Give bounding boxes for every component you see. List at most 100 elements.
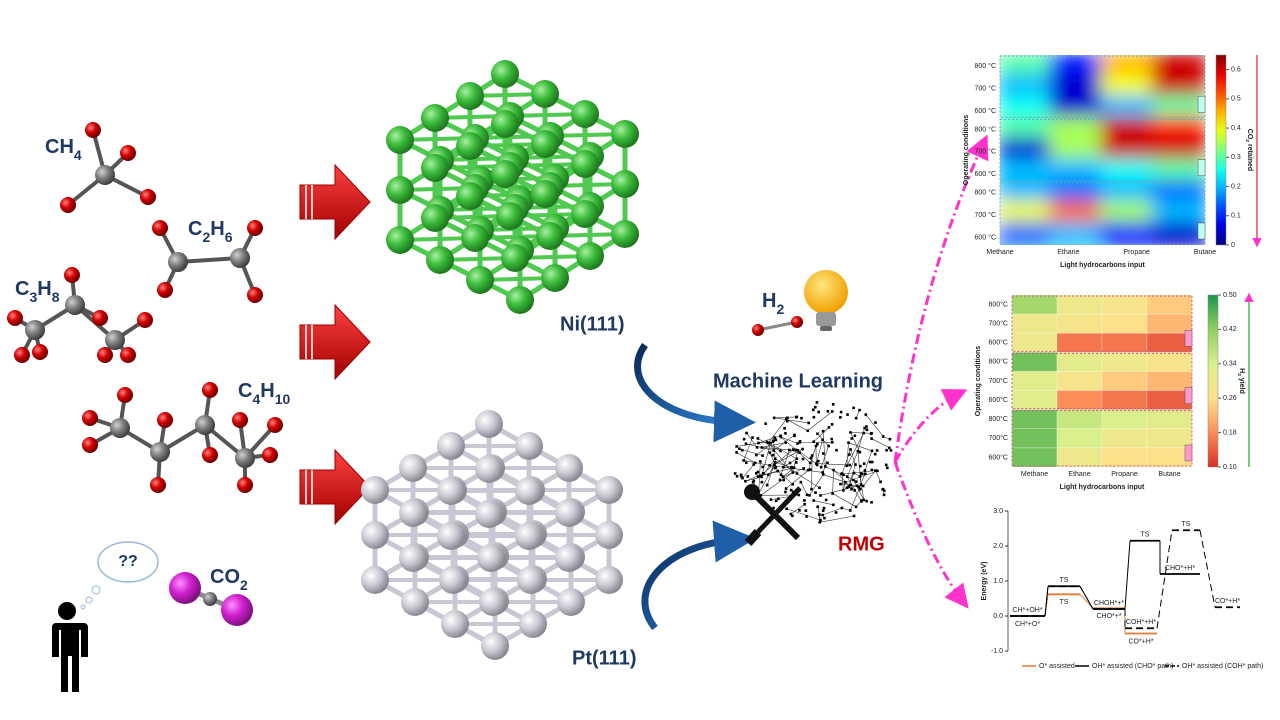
- x-tick-label: Ethane: [1057, 249, 1079, 256]
- bond: [841, 473, 844, 491]
- bubble-dot: [91, 585, 101, 595]
- neuron: [854, 480, 858, 483]
- neuron: [744, 442, 748, 446]
- atom: [120, 347, 136, 363]
- atom: [441, 610, 469, 638]
- y-tick-label: 700°C: [988, 320, 1008, 328]
- y-tick-label: -1.0: [991, 648, 1003, 655]
- heatmap-cell: [1049, 74, 1105, 100]
- neuron: [884, 463, 888, 467]
- state-label: CHOH*+*: [1094, 600, 1124, 607]
- neuron: [862, 462, 866, 465]
- neuron: [735, 474, 739, 478]
- neuron: [784, 441, 787, 444]
- bond: [862, 470, 876, 487]
- neuron: [812, 499, 816, 502]
- neuron: [814, 444, 818, 448]
- colorbar-tick-label: 0.50: [1223, 292, 1237, 299]
- bond: [811, 455, 813, 490]
- neuron: [739, 474, 743, 478]
- neuron: [888, 437, 892, 441]
- bond: [757, 467, 793, 477]
- y-axis-title: Energy (eV): [981, 562, 988, 601]
- heatmap-cell: [1049, 200, 1105, 226]
- colorbar-tick-label: 0.26: [1223, 395, 1237, 402]
- bond: [875, 470, 881, 482]
- heatmap-cell: [1011, 351, 1058, 372]
- atom: [555, 499, 583, 527]
- atom: [491, 110, 519, 138]
- atom: [169, 572, 201, 604]
- neuron: [814, 462, 818, 465]
- colorbar: [1215, 54, 1227, 246]
- atom: [157, 282, 173, 298]
- neuron: [791, 482, 795, 486]
- neuron: [773, 460, 777, 464]
- neuron: [798, 440, 802, 443]
- neuron: [870, 437, 873, 440]
- neuron: [768, 451, 772, 454]
- neuron: [795, 461, 798, 464]
- heatmap-blur: [1000, 55, 1205, 245]
- neuron: [879, 480, 882, 484]
- bond: [857, 451, 862, 485]
- neuron: [751, 480, 755, 484]
- rmg-label: RMG: [838, 533, 885, 555]
- heatmap-cell: [1056, 351, 1103, 372]
- heatmap-cell: [1100, 55, 1156, 79]
- heatmap-cell: [1011, 447, 1058, 468]
- neuron: [771, 453, 775, 457]
- neuron: [854, 416, 858, 420]
- neuron: [861, 484, 865, 488]
- red-arrow: [299, 163, 371, 241]
- y-tick-label: 600°C: [988, 339, 1008, 347]
- block-border: [999, 182, 1206, 245]
- x-tick-label: Butane: [1158, 471, 1180, 478]
- block-border: [1011, 352, 1193, 410]
- heatmap-cell: [1049, 95, 1105, 121]
- neuron: [785, 507, 788, 511]
- legend-label: OH* assisted (COH* path): [1182, 663, 1263, 670]
- neuron: [849, 483, 852, 487]
- y-tick-label: 800 °C: [975, 189, 996, 197]
- x-tick-label: Propane: [1111, 471, 1138, 478]
- bond: [775, 458, 798, 474]
- block-border: [1011, 295, 1193, 352]
- formula-part: CO: [1246, 129, 1253, 140]
- neuron: [756, 470, 760, 474]
- heatmap-cell: [1101, 447, 1148, 468]
- atom: [531, 180, 559, 208]
- heatmap-cell: [1056, 447, 1103, 468]
- formula-part: CH: [45, 136, 74, 158]
- atom: [203, 592, 217, 606]
- bond: [813, 427, 830, 442]
- atom: [439, 566, 467, 594]
- formula-part: retained: [1246, 142, 1253, 171]
- atom: [437, 477, 465, 505]
- neuron: [821, 509, 825, 513]
- heatmap-cell: [1011, 409, 1058, 430]
- neuron: [791, 471, 795, 474]
- atom: [437, 522, 465, 550]
- neuron: [847, 441, 850, 444]
- atom: [399, 499, 427, 527]
- atom: [361, 566, 389, 594]
- atom: [517, 566, 545, 594]
- question-mark: ??: [118, 553, 138, 570]
- neuron: [865, 499, 868, 503]
- atom: [235, 448, 255, 468]
- bubble-dot: [85, 596, 93, 604]
- neuron: [791, 466, 794, 470]
- colorbar-tick-label: 0.5: [1231, 96, 1241, 103]
- heatmap-cell: [1151, 95, 1205, 121]
- atom: [421, 104, 449, 132]
- atom: [576, 242, 604, 270]
- neuron: [863, 469, 867, 472]
- formula-part: C: [238, 380, 252, 402]
- state-label: TS: [1060, 577, 1069, 584]
- y-tick-label: 0.0: [993, 613, 1003, 620]
- neuron: [802, 467, 806, 470]
- neuron: [774, 499, 778, 503]
- y-axis-title: Operating conditions: [975, 346, 982, 416]
- heatmap-cell: [1049, 158, 1105, 184]
